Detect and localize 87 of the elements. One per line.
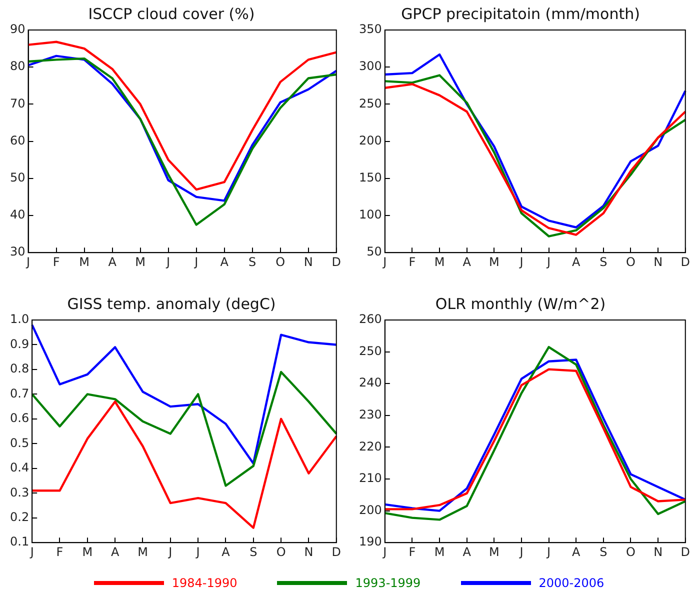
y-tick-label: 350 bbox=[359, 22, 382, 36]
x-tick-label: M bbox=[138, 544, 148, 559]
x-tick-label: S bbox=[250, 544, 258, 559]
x-tick-label: A bbox=[220, 254, 230, 269]
y-tick-label: 50 bbox=[366, 244, 382, 259]
y-tick-label: 0.7 bbox=[10, 386, 30, 400]
x-tick-label: O bbox=[626, 544, 636, 559]
x-tick-label: D bbox=[680, 254, 690, 269]
y-tick-label: 0.6 bbox=[10, 411, 30, 426]
y-tick-label: 250 bbox=[359, 96, 382, 110]
x-tick-label: J bbox=[194, 254, 198, 269]
y-tick-label: 200 bbox=[359, 502, 382, 517]
text: 1984-1990 bbox=[172, 576, 238, 590]
x-tick-label: J bbox=[546, 254, 551, 269]
x-tick-label: N bbox=[654, 544, 663, 559]
x-tick-label: S bbox=[600, 254, 608, 269]
x-tick-label: J bbox=[29, 544, 34, 559]
x-tick-label: S bbox=[600, 544, 608, 559]
y-tick-label: 260 bbox=[359, 312, 382, 326]
x-tick-label: O bbox=[276, 254, 286, 269]
y-tick-label: 40 bbox=[10, 208, 26, 222]
x-tick-label: M bbox=[135, 254, 146, 269]
y-tick-label: 0.5 bbox=[10, 436, 30, 450]
x-tick-label: A bbox=[572, 254, 582, 269]
x-tick-label: J bbox=[518, 544, 524, 559]
chart-title: GPCP precipitatoin (mm/month) bbox=[401, 4, 640, 23]
y-tick-label: 220 bbox=[359, 439, 382, 454]
text: 1993-1999 bbox=[355, 576, 421, 590]
x-tick-label: A bbox=[572, 544, 582, 559]
y-tick-label: 0.3 bbox=[10, 485, 30, 500]
x-tick-label: J bbox=[166, 254, 170, 269]
x-tick-label: M bbox=[434, 544, 445, 559]
y-tick-label: 0.4 bbox=[10, 460, 30, 475]
x-tick-label: A bbox=[108, 254, 118, 269]
x-tick-label: O bbox=[276, 544, 286, 559]
x-tick-label: A bbox=[110, 544, 120, 559]
y-tick-label: 0.9 bbox=[10, 336, 30, 351]
x-tick-label: J bbox=[382, 544, 387, 559]
y-tick-label: 250 bbox=[359, 344, 382, 358]
x-tick-label: F bbox=[56, 544, 64, 559]
x-tick-label: F bbox=[408, 544, 416, 559]
y-tick-label: 60 bbox=[10, 133, 26, 148]
y-tick-label: 0.8 bbox=[10, 362, 30, 376]
x-tick-label: M bbox=[82, 544, 93, 559]
x-tick-label: M bbox=[79, 254, 90, 269]
x-tick-label: J bbox=[25, 254, 30, 269]
x-tick-label: M bbox=[434, 254, 445, 269]
chart-title: GISS temp. anomaly (degC) bbox=[67, 294, 276, 313]
y-tick-label: 70 bbox=[10, 96, 26, 110]
x-tick-label: J bbox=[546, 544, 551, 559]
y-tick-label: 1.0 bbox=[10, 312, 30, 326]
x-tick-label: J bbox=[168, 544, 172, 559]
x-tick-label: D bbox=[332, 254, 342, 269]
text: 2000-2006 bbox=[538, 576, 604, 590]
x-tick-label: N bbox=[654, 254, 663, 269]
y-tick-label: 0.1 bbox=[10, 534, 30, 549]
x-tick-label: O bbox=[626, 254, 636, 269]
chart-title: ISCCP cloud cover (%) bbox=[88, 4, 255, 23]
y-tick-label: 50 bbox=[10, 170, 26, 185]
x-tick-label: M bbox=[488, 544, 500, 559]
x-tick-label: A bbox=[222, 544, 231, 559]
x-tick-label: N bbox=[304, 544, 314, 559]
y-tick-label: 300 bbox=[359, 59, 382, 74]
x-tick-label: N bbox=[304, 254, 313, 269]
y-tick-label: 200 bbox=[359, 133, 382, 148]
x-tick-label: A bbox=[462, 544, 472, 559]
y-tick-label: 190 bbox=[359, 534, 382, 549]
x-tick-label: F bbox=[52, 254, 60, 269]
y-tick-label: 210 bbox=[359, 471, 382, 486]
x-tick-label: D bbox=[680, 544, 690, 559]
y-tick-label: 100 bbox=[359, 208, 382, 222]
y-tick-label: 30 bbox=[10, 244, 26, 259]
y-tick-label: 150 bbox=[359, 170, 382, 185]
x-tick-label: J bbox=[195, 544, 200, 559]
y-tick-label: 230 bbox=[359, 408, 382, 422]
y-tick-label: 0.2 bbox=[10, 510, 30, 524]
y-tick-label: 80 bbox=[10, 59, 26, 74]
x-tick-label: F bbox=[408, 254, 416, 269]
x-tick-label: J bbox=[518, 254, 524, 269]
x-tick-label: J bbox=[382, 254, 387, 269]
chart-title: OLR monthly (W/m^2) bbox=[435, 294, 606, 313]
x-tick-label: M bbox=[488, 254, 500, 269]
y-tick-label: 90 bbox=[10, 22, 26, 36]
x-tick-label: S bbox=[248, 254, 256, 269]
x-tick-label: D bbox=[332, 544, 342, 559]
x-tick-label: A bbox=[462, 254, 472, 269]
y-tick-label: 240 bbox=[359, 376, 382, 390]
